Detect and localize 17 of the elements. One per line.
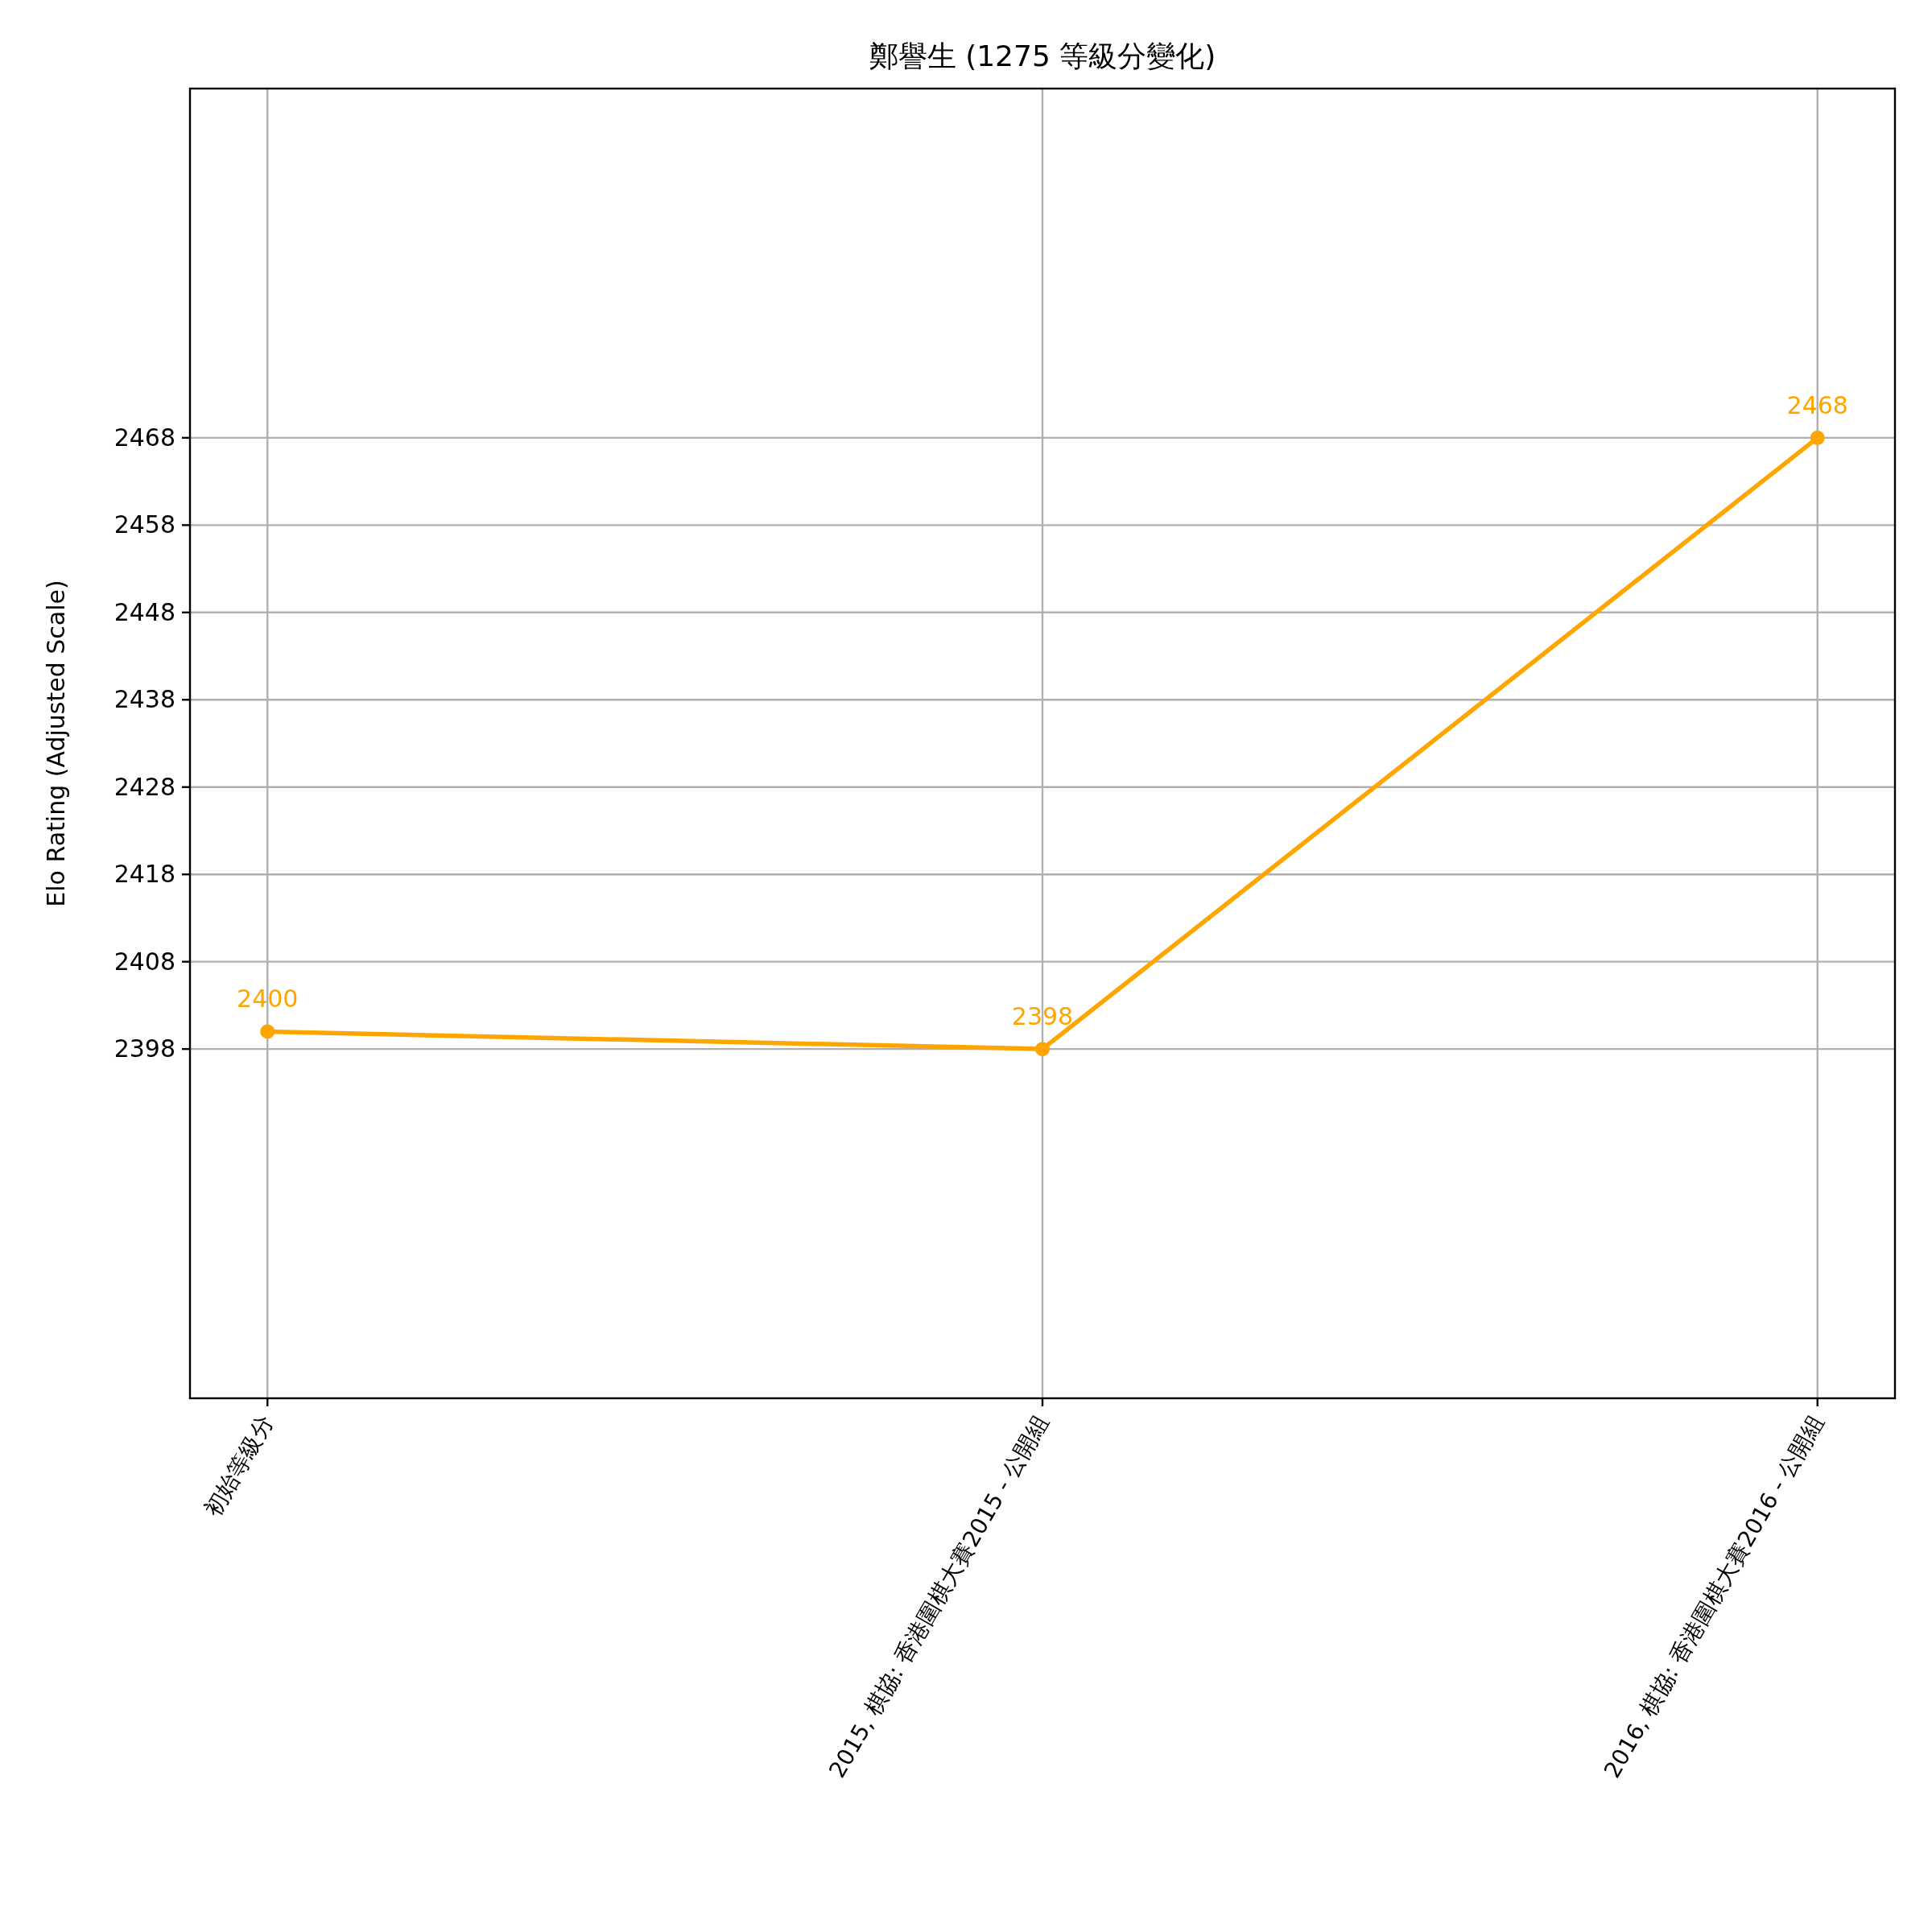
y-tick-label: 2398	[114, 1034, 175, 1063]
data-label: 2400	[237, 985, 299, 1013]
chart-title: 鄭譽生 (1275 等級分變化)	[869, 39, 1216, 72]
data-label: 2398	[1011, 1002, 1074, 1031]
data-label: 2468	[1786, 390, 1848, 419]
point	[260, 1024, 275, 1039]
y-tick-label: 2418	[114, 860, 175, 889]
y-tick-label: 2468	[114, 423, 175, 452]
y-tick-label: 2458	[114, 510, 175, 539]
y-axis-title: Elo Rating (Adjusted Scale)	[42, 580, 70, 907]
y-tick-label: 2428	[114, 772, 175, 801]
point	[1810, 430, 1825, 445]
point	[1035, 1042, 1050, 1057]
y-tick-label: 2448	[114, 597, 175, 626]
y-tick-label: 2438	[114, 685, 175, 714]
y-tick-label: 2408	[114, 947, 175, 976]
x-tick-label: 初始等級分	[199, 1410, 279, 1521]
